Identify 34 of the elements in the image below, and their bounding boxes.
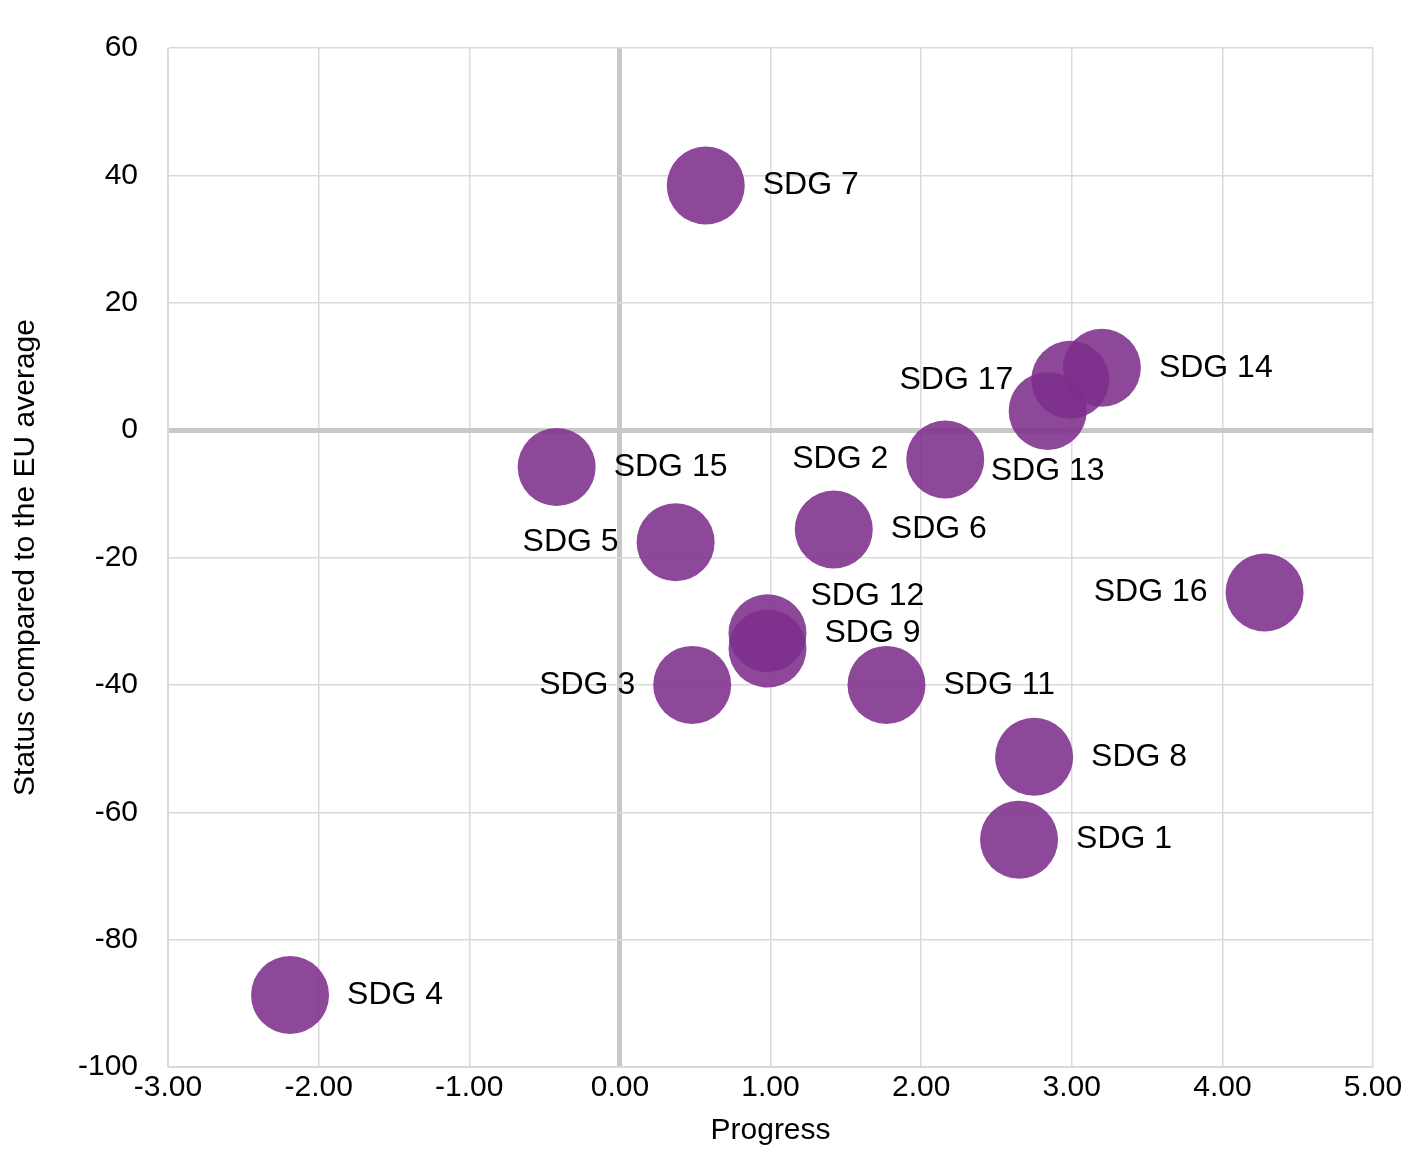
x-tick-label: -1.00 <box>435 1069 504 1103</box>
annotation: SDG 12 <box>810 576 925 613</box>
y-tick-label: -40 <box>94 666 139 700</box>
y-tick-label: -20 <box>94 538 139 572</box>
x-tick-label: 5.00 <box>1343 1069 1403 1103</box>
x-tick-label: 0.00 <box>590 1069 650 1103</box>
y-axis-title: Status compared to the EU average <box>7 319 41 796</box>
x-tick-label: -2.00 <box>284 1069 353 1103</box>
y-tick-label: 60 <box>104 29 139 63</box>
annotation: SDG 4 <box>347 974 444 1011</box>
annotation: SDG 9 <box>824 613 921 650</box>
y-tick-label: -80 <box>94 920 139 954</box>
annotation: SDG 17 <box>899 359 1014 396</box>
annotation: SDG 7 <box>762 165 859 202</box>
x-tick-label: 2.00 <box>891 1069 951 1103</box>
x-tick-label: 1.00 <box>741 1069 800 1103</box>
annotation: SDG 16 <box>1093 572 1208 609</box>
y-tick-label: 20 <box>104 284 139 318</box>
annotation: SDG 13 <box>990 450 1105 487</box>
annotation: SDG 6 <box>890 509 987 546</box>
y-tick-label: 40 <box>104 156 139 190</box>
annotation: SDG 1 <box>1076 819 1173 856</box>
annotation: SDG 3 <box>539 664 636 701</box>
annotation: SDG 15 <box>613 446 728 483</box>
annotation: SDG 11 <box>943 664 1055 701</box>
annotation: SDG 2 <box>792 439 889 476</box>
x-tick-label: 3.00 <box>1042 1069 1101 1103</box>
x-tick-label: 4.00 <box>1193 1069 1252 1103</box>
y-tick-label: -60 <box>94 793 139 827</box>
x-axis-title: Progress <box>710 1112 831 1146</box>
annotation: SDG 8 <box>1091 736 1188 773</box>
y-tick-label: 0 <box>121 411 139 445</box>
annotation: SDG 14 <box>1158 347 1273 384</box>
annotation: SDG 5 <box>522 522 619 559</box>
